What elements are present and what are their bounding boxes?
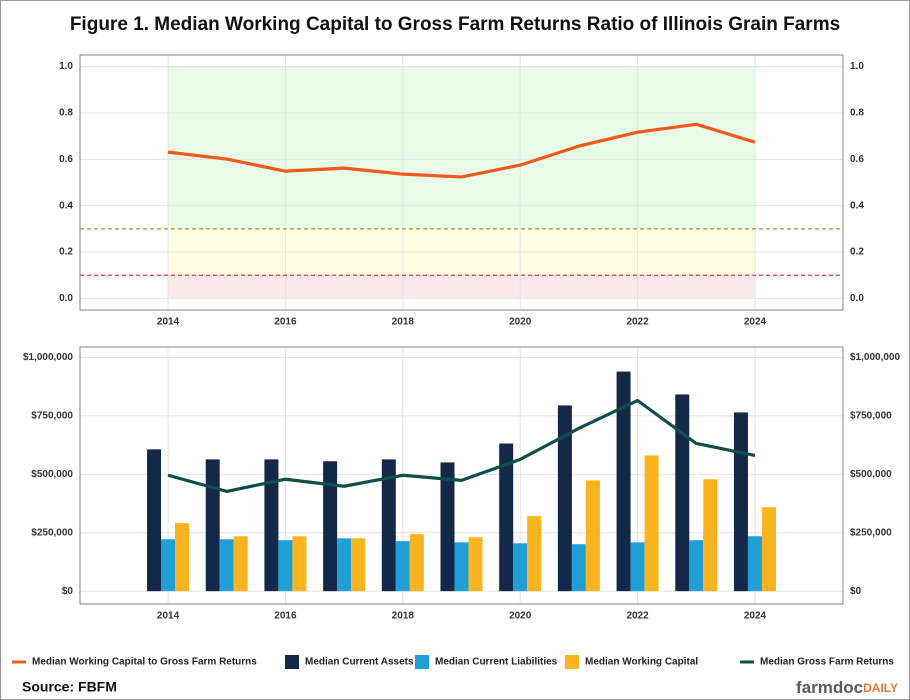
bar	[616, 371, 631, 592]
legend-swatch	[565, 655, 579, 669]
legend-item: Median Gross Farm Returns	[740, 657, 894, 668]
bar	[292, 536, 307, 592]
line-series	[167, 122, 756, 179]
bar	[395, 541, 410, 592]
bar	[761, 507, 776, 592]
y-tick-label: $0	[62, 586, 74, 597]
legend-label: Median Working Capital to Gross Farm Ret…	[32, 657, 257, 668]
y-tick-label: 0.8	[59, 108, 73, 119]
bar	[219, 539, 234, 592]
y-tick-label: $1,000,000	[23, 352, 73, 363]
source-note: Source: FBFM	[22, 679, 117, 695]
y-tick-label: 0.6	[59, 154, 73, 165]
y2-tick-label: $250,000	[850, 527, 892, 538]
y-tick-label: 0.2	[59, 247, 73, 258]
y2-tick-label: 0.0	[850, 293, 864, 304]
bar	[440, 462, 455, 592]
x-tick-label: 2022	[626, 611, 649, 622]
bar	[161, 539, 176, 592]
bar	[278, 540, 293, 592]
legend-label: Median Current Liabilities	[435, 657, 558, 668]
x-tick-label: 2020	[509, 611, 532, 622]
y2-tick-label: $1,000,000	[850, 352, 900, 363]
bar	[264, 459, 279, 592]
y2-tick-label: 0.6	[850, 154, 864, 165]
legend-label: Median Current Assets	[305, 657, 414, 668]
legend-item: Median Working Capital	[565, 655, 698, 669]
y2-tick-label: 0.8	[850, 108, 864, 119]
bar	[747, 536, 762, 592]
bar	[513, 543, 528, 592]
legend-item: Median Working Capital to Gross Farm Ret…	[12, 657, 257, 668]
chart-title: Figure 1. Median Working Capital to Gros…	[70, 14, 840, 35]
legend-item: Median Current Assets	[285, 655, 414, 669]
legend-item: Median Current Liabilities	[415, 655, 558, 669]
plot-frame	[79, 346, 844, 605]
bar	[351, 538, 366, 592]
y-tick-label: 0.0	[59, 293, 73, 304]
bar	[733, 412, 748, 592]
x-tick-label: 2018	[392, 317, 415, 328]
legend-swatch	[415, 655, 429, 669]
y2-tick-label: 1.0	[850, 61, 864, 72]
threshold-band	[168, 66, 755, 229]
x-tick-label: 2014	[157, 611, 180, 622]
bar	[233, 536, 248, 592]
legend-swatch	[285, 655, 299, 669]
bar	[703, 479, 718, 592]
threshold-band	[168, 275, 755, 299]
bar	[205, 459, 220, 592]
x-tick-label: 2018	[392, 611, 415, 622]
bar	[644, 455, 659, 592]
bar	[337, 538, 352, 592]
y-tick-label: $750,000	[31, 411, 73, 422]
logo-brand: farmdoc	[796, 678, 863, 697]
bar	[468, 537, 483, 592]
bar	[585, 480, 600, 592]
bar	[147, 449, 162, 592]
y2-tick-label: $0	[850, 586, 862, 597]
bar	[675, 394, 690, 592]
x-tick-label: 2024	[744, 611, 767, 622]
plot-frame	[79, 54, 844, 311]
bar	[323, 461, 338, 592]
x-tick-label: 2022	[626, 317, 649, 328]
y2-tick-label: $500,000	[850, 469, 892, 480]
bar	[557, 405, 572, 592]
legend-label: Median Gross Farm Returns	[760, 657, 894, 668]
y2-tick-label: 0.4	[850, 200, 864, 211]
legend-label: Median Working Capital	[585, 657, 698, 668]
bar	[630, 542, 645, 592]
y-tick-label: $250,000	[31, 527, 73, 538]
y-tick-label: $500,000	[31, 469, 73, 480]
x-tick-label: 2016	[274, 611, 297, 622]
logo: farmdocDAILY	[796, 678, 898, 697]
x-tick-label: 2020	[509, 317, 532, 328]
x-tick-label: 2016	[274, 317, 297, 328]
y-tick-label: 0.4	[59, 200, 73, 211]
y2-tick-label: 0.2	[850, 247, 864, 258]
line-series	[167, 398, 756, 493]
bar	[499, 443, 514, 592]
bar	[454, 542, 469, 592]
bar	[571, 544, 586, 592]
x-tick-label: 2024	[744, 317, 767, 328]
bar	[689, 540, 704, 592]
y-tick-label: 1.0	[59, 61, 73, 72]
bar	[381, 459, 396, 592]
y2-tick-label: $750,000	[850, 411, 892, 422]
bar	[175, 523, 190, 592]
logo-suffix: DAILY	[863, 681, 898, 695]
x-tick-label: 2014	[157, 317, 180, 328]
bar	[527, 516, 542, 592]
bar	[409, 534, 424, 592]
